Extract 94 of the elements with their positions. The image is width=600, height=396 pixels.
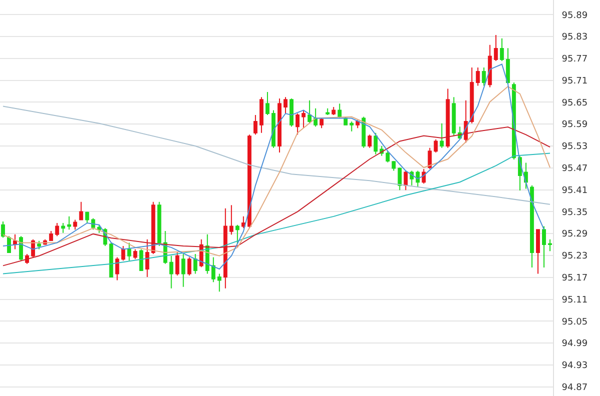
y-tick-label: 95.35 bbox=[562, 208, 588, 218]
candlestick bbox=[278, 98, 282, 154]
candlestick bbox=[290, 98, 294, 128]
y-tick-label: 95.59 bbox=[562, 120, 588, 130]
candlestick bbox=[392, 160, 396, 172]
candlestick bbox=[169, 255, 174, 289]
candlestick bbox=[440, 122, 444, 148]
candlestick bbox=[332, 106, 336, 116]
candlestick bbox=[368, 134, 372, 148]
candlestick bbox=[79, 201, 84, 220]
y-tick-label: 95.05 bbox=[562, 317, 588, 328]
candlestick bbox=[7, 236, 11, 254]
y-tick-label: 95.65 bbox=[562, 98, 588, 108]
y-tick-label: 95.23 bbox=[562, 252, 588, 262]
candlestick bbox=[151, 201, 156, 255]
line-series bbox=[2, 86, 550, 256]
candlestick bbox=[434, 138, 438, 154]
y-tick-label: 95.11 bbox=[562, 295, 588, 306]
candlestick bbox=[542, 226, 546, 268]
candlestick bbox=[61, 222, 66, 234]
candlestick bbox=[115, 256, 120, 281]
candlestick bbox=[488, 44, 492, 88]
candlestick bbox=[494, 34, 498, 62]
y-tick-label: 94.87 bbox=[562, 383, 588, 394]
candlestick bbox=[13, 234, 17, 250]
candlestick bbox=[548, 238, 552, 252]
candlestick bbox=[229, 204, 234, 236]
candlestick bbox=[133, 248, 138, 260]
y-tick-label: 95.29 bbox=[562, 230, 588, 240]
candlestick bbox=[49, 230, 54, 242]
candlestick bbox=[247, 134, 252, 229]
candlestick bbox=[362, 116, 366, 148]
candlestick bbox=[326, 108, 330, 116]
candlestick bbox=[253, 114, 258, 136]
y-tick-label: 95.47 bbox=[562, 164, 588, 174]
candlestick bbox=[241, 216, 246, 229]
candlestick bbox=[109, 242, 114, 278]
line-series bbox=[2, 106, 550, 205]
candlestick bbox=[386, 150, 390, 163]
candlestick bbox=[530, 184, 534, 268]
candlestick bbox=[266, 91, 270, 116]
y-tick-label: 94.93 bbox=[562, 361, 588, 372]
candlestick bbox=[175, 252, 180, 276]
y-tick-label: 95.77 bbox=[562, 54, 588, 65]
candlestick bbox=[302, 110, 306, 129]
candlestick bbox=[476, 67, 480, 86]
candlestick bbox=[260, 96, 264, 134]
candlestick bbox=[308, 100, 312, 124]
candlestick bbox=[320, 118, 324, 129]
candlestick bbox=[217, 273, 222, 292]
candlestick bbox=[127, 242, 132, 262]
candlestick bbox=[506, 48, 510, 84]
candlestick bbox=[223, 208, 228, 289]
candlestick bbox=[235, 224, 240, 245]
y-tick-label: 95.41 bbox=[562, 186, 588, 196]
candlestick bbox=[211, 256, 216, 283]
candlestick bbox=[374, 132, 378, 155]
y-tick-label: 95.53 bbox=[562, 142, 588, 152]
candlestick bbox=[145, 238, 150, 278]
candlestick bbox=[482, 67, 486, 86]
candlestick bbox=[55, 222, 60, 237]
candlestick bbox=[193, 254, 198, 274]
line-series bbox=[2, 64, 544, 270]
candlestick bbox=[470, 67, 474, 124]
candlestick bbox=[536, 229, 540, 274]
candlestick bbox=[338, 103, 342, 119]
candlestick bbox=[91, 218, 96, 230]
candlestick bbox=[350, 121, 354, 132]
candlestick bbox=[500, 38, 504, 62]
candlestick bbox=[73, 219, 78, 230]
candlestick bbox=[284, 96, 288, 114]
line-series bbox=[2, 126, 550, 266]
y-tick-label: 95.83 bbox=[562, 32, 588, 43]
y-tick-label: 95.17 bbox=[562, 274, 588, 284]
y-tick-label: 95.71 bbox=[562, 76, 588, 86]
candlestick bbox=[181, 254, 186, 288]
y-tick-label: 95.89 bbox=[562, 10, 588, 21]
candlestick bbox=[187, 256, 192, 276]
candlestick bbox=[1, 221, 5, 238]
candlestick bbox=[452, 96, 456, 137]
candlestick bbox=[85, 211, 90, 224]
candlestick bbox=[37, 240, 42, 250]
candlestick bbox=[314, 108, 318, 128]
candlestick bbox=[356, 120, 360, 129]
candlestick bbox=[446, 88, 450, 148]
candlestick bbox=[272, 110, 276, 148]
candlestick bbox=[67, 216, 72, 230]
candlestick bbox=[19, 236, 24, 262]
y-tick-label: 94.99 bbox=[562, 339, 588, 350]
candlestick bbox=[157, 201, 162, 246]
line-series bbox=[2, 152, 550, 274]
candlestick bbox=[296, 113, 300, 136]
candlestick bbox=[524, 162, 528, 190]
candlestick bbox=[428, 147, 432, 170]
